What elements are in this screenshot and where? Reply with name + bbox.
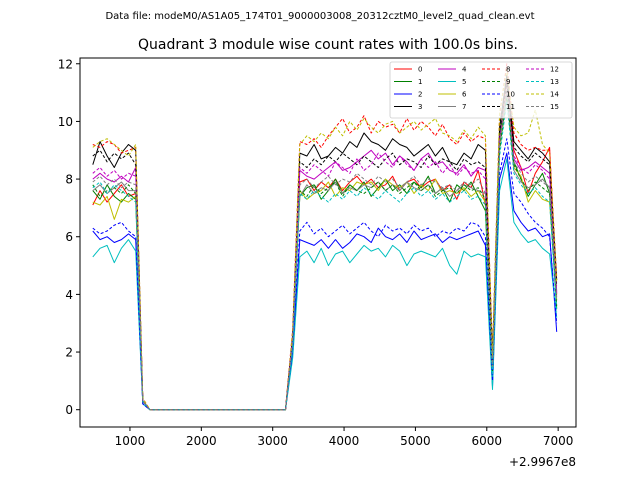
x-tick-label: 4000 bbox=[329, 434, 360, 448]
y-tick-label: 12 bbox=[58, 57, 73, 71]
legend-label-4: 4 bbox=[462, 66, 467, 74]
chart-title: Quadrant 3 module wise count rates with … bbox=[138, 37, 518, 53]
y-axis: 0 2 4 6 8 10 12 bbox=[58, 57, 80, 417]
legend-label-6: 6 bbox=[462, 91, 467, 99]
legend-label-10: 10 bbox=[506, 91, 515, 99]
legend-label-1: 1 bbox=[418, 78, 422, 86]
legend-label-8: 8 bbox=[506, 66, 510, 74]
figure-suptitle: Data file: modeM0/AS1A05_174T01_90000030… bbox=[105, 11, 534, 22]
legend-label-15: 15 bbox=[550, 103, 559, 111]
legend-label-9: 9 bbox=[506, 78, 510, 86]
legend-label-3: 3 bbox=[418, 103, 422, 111]
x-offset-label: +2.9967e8 bbox=[509, 455, 576, 469]
legend-label-2: 2 bbox=[418, 91, 422, 99]
x-axis: 1000 2000 3000 4000 5000 6000 7000 bbox=[115, 427, 574, 448]
y-tick-label: 6 bbox=[65, 230, 73, 244]
legend-label-11: 11 bbox=[506, 103, 515, 111]
legend-frame bbox=[389, 61, 573, 119]
series-line-12 bbox=[92, 92, 558, 411]
legend-label-0: 0 bbox=[418, 66, 422, 74]
series-line-15 bbox=[92, 92, 558, 411]
series-line-10 bbox=[92, 138, 558, 411]
legend-label-12: 12 bbox=[550, 66, 559, 74]
series-line-13 bbox=[92, 100, 558, 411]
legend-label-7: 7 bbox=[462, 103, 466, 111]
legend-label-5: 5 bbox=[462, 78, 466, 86]
y-tick-label: 10 bbox=[58, 115, 73, 129]
y-tick-label: 4 bbox=[65, 288, 73, 302]
y-tick-label: 2 bbox=[65, 346, 73, 360]
y-tick-label: 8 bbox=[65, 173, 73, 187]
legend-label-14: 14 bbox=[550, 91, 559, 99]
legend-label-13: 13 bbox=[550, 78, 559, 86]
x-tick-label: 7000 bbox=[543, 434, 574, 448]
y-tick-label: 0 bbox=[65, 403, 73, 417]
x-tick-label: 3000 bbox=[257, 434, 288, 448]
x-tick-label: 6000 bbox=[472, 434, 503, 448]
x-tick-label: 2000 bbox=[186, 434, 217, 448]
plot-frame bbox=[79, 57, 577, 428]
x-tick-label: 5000 bbox=[400, 434, 431, 448]
x-tick-label: 1000 bbox=[115, 434, 146, 448]
